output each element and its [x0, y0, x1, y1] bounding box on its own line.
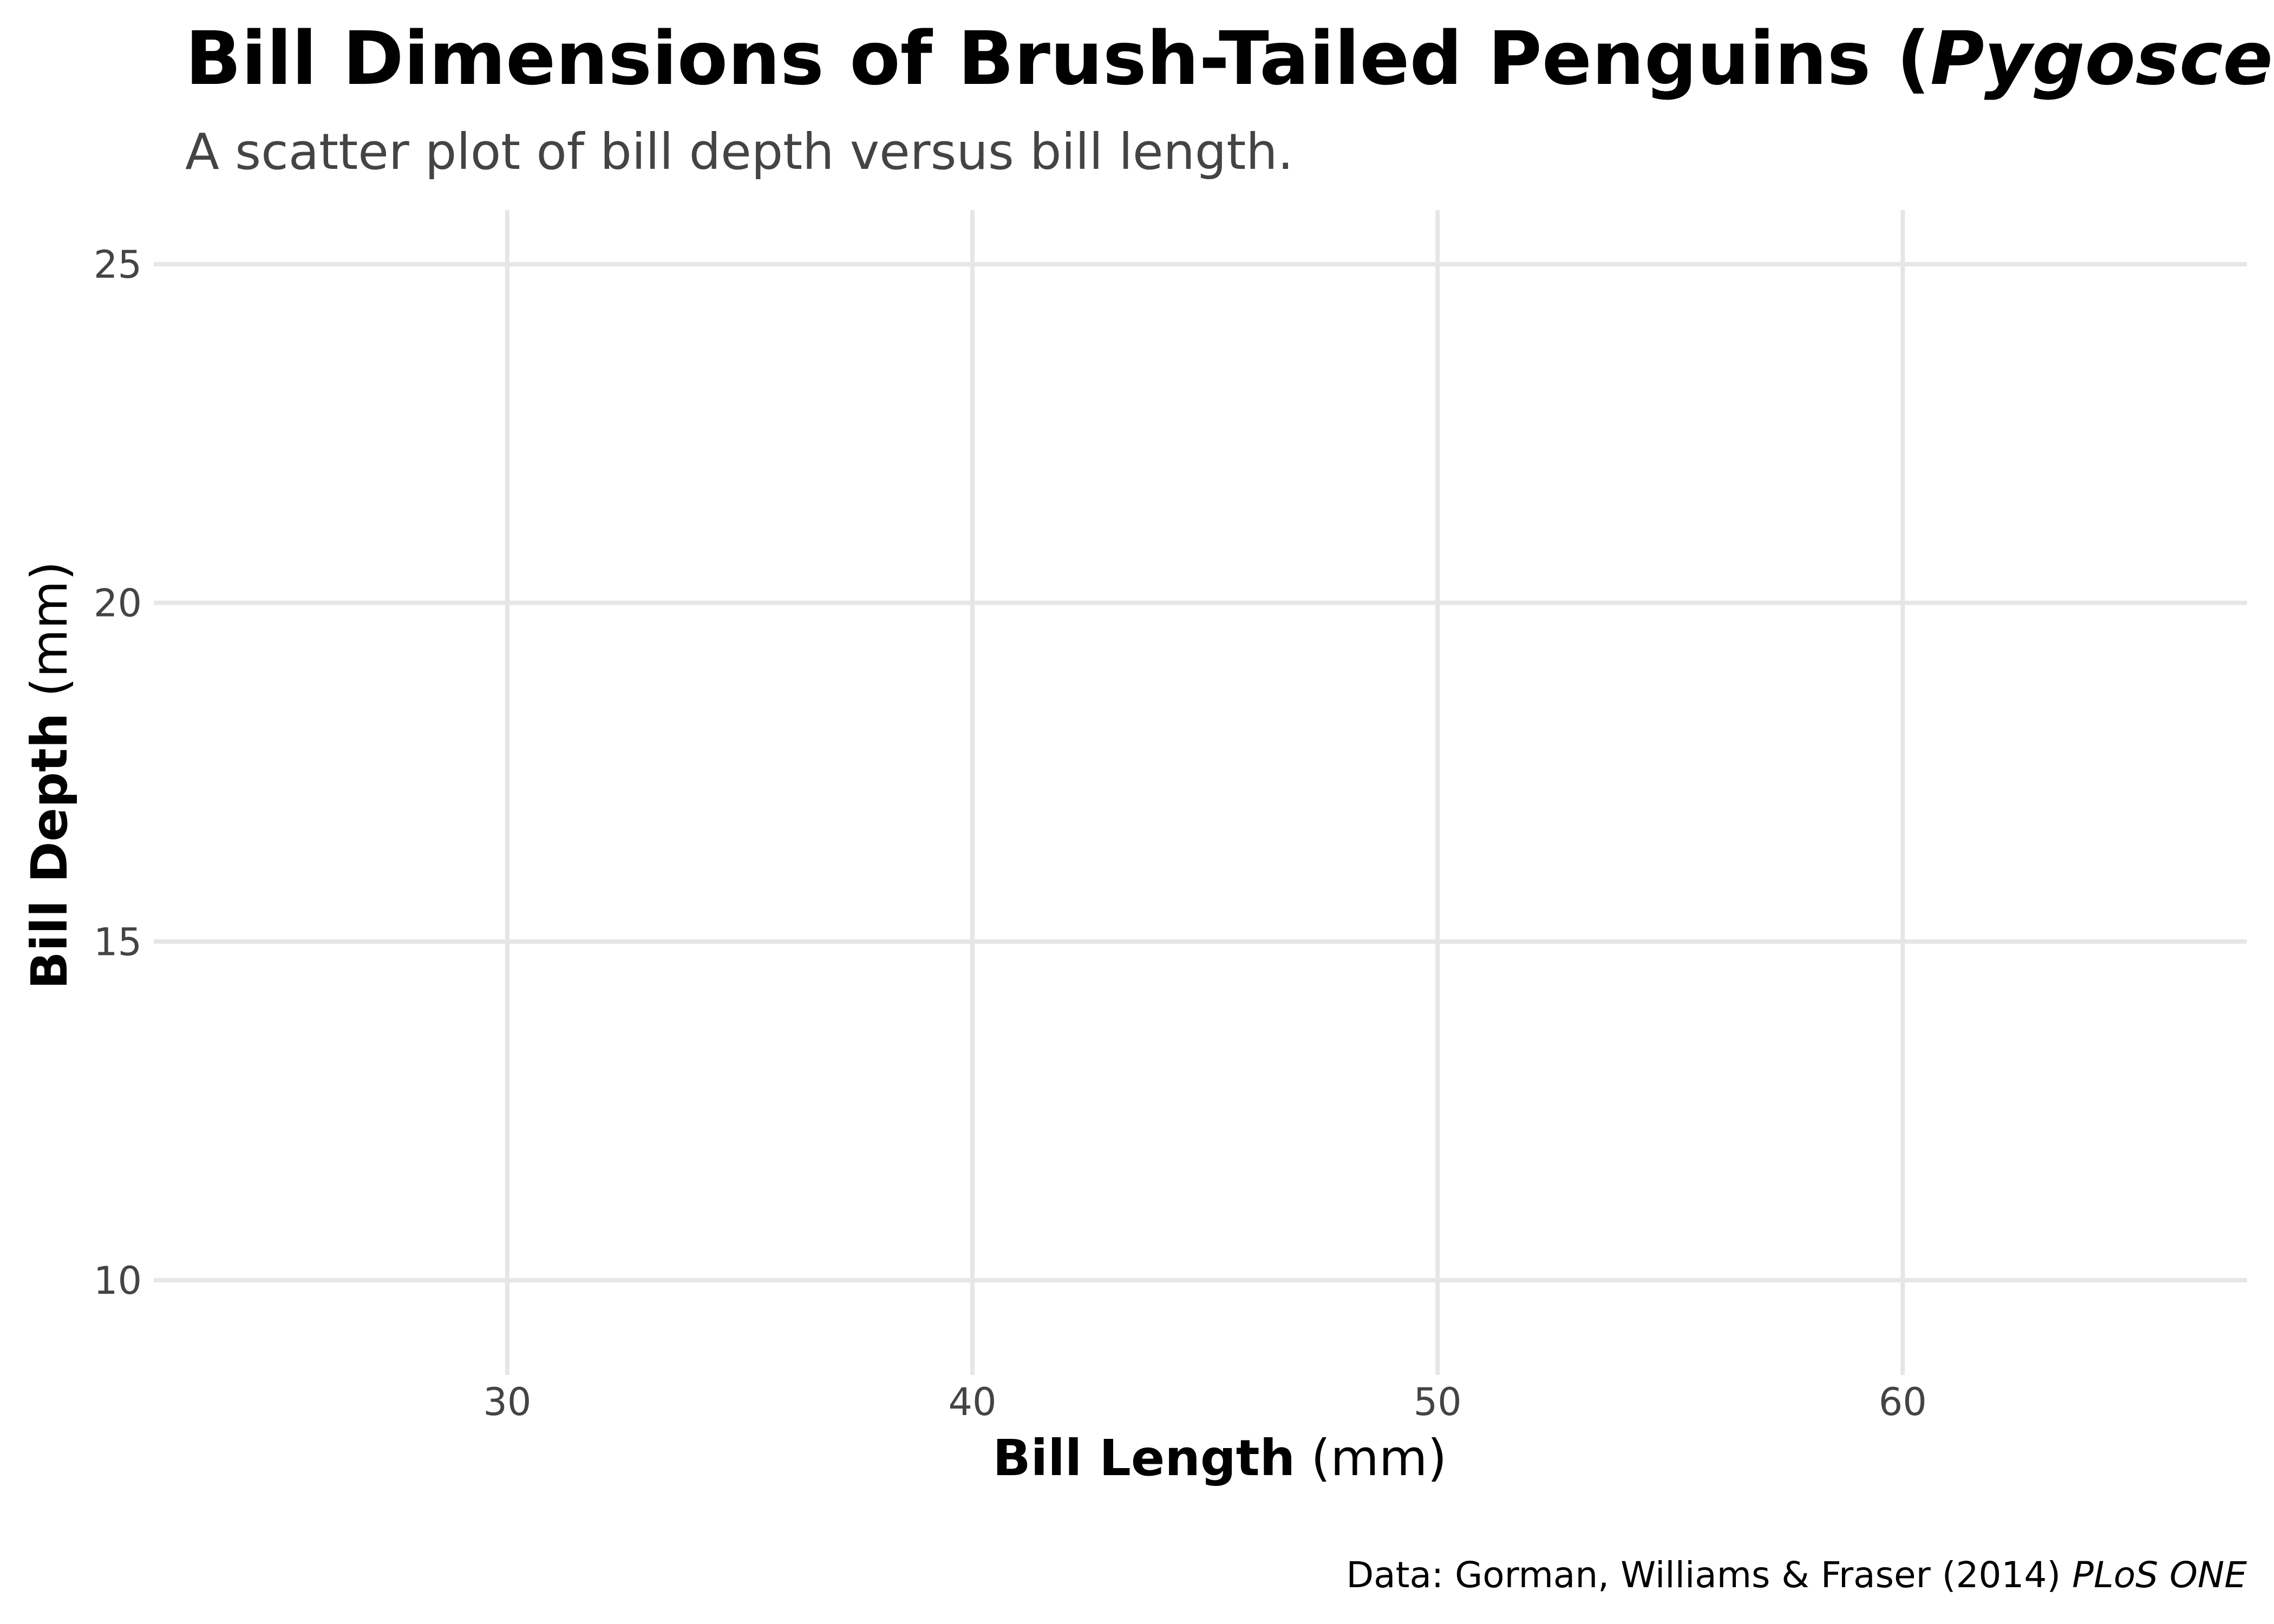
y-tick-label: 15: [94, 920, 142, 964]
y-tick-label: 25: [94, 243, 142, 287]
x-tick-labels: 30 40 50 60: [483, 1380, 1926, 1424]
y-axis-title: Bill Depth (mm): [21, 561, 79, 989]
chart-caption: Data: Gorman, Williams & Fraser (2014) P…: [1346, 1554, 2247, 1596]
chart-title: Bill Dimensions of Brush-Tailed Penguins…: [185, 16, 2274, 102]
x-tick-label: 60: [1879, 1380, 1927, 1424]
x-gridlines: [505, 210, 1905, 1375]
x-axis-title: Bill Length (mm): [993, 1429, 1447, 1487]
y-tick-label: 20: [94, 581, 142, 626]
x-tick-label: 40: [948, 1380, 996, 1424]
x-tick-label: 50: [1414, 1380, 1462, 1424]
y-gridlines: [154, 262, 2247, 1282]
chart-subtitle: A scatter plot of bill depth versus bill…: [185, 123, 1293, 181]
y-tick-labels: 10 15 20 25: [94, 243, 142, 1303]
y-tick-label: 10: [94, 1259, 142, 1303]
x-tick-label: 30: [483, 1380, 531, 1424]
